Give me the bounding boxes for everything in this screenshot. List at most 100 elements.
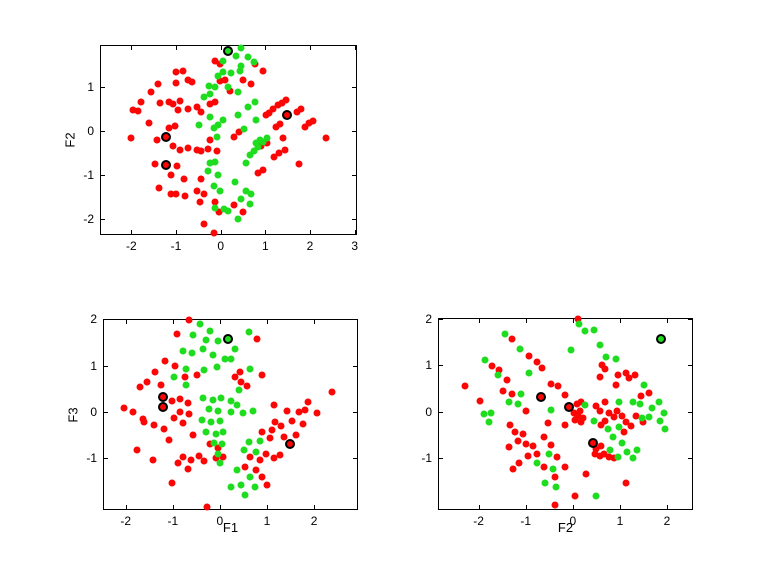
data-point-red [197,175,205,183]
data-point-green [614,453,622,461]
data-point-green [636,400,644,408]
data-point-red [305,119,313,127]
data-point-red [133,446,140,454]
data-point-red [188,78,196,86]
data-point-red [167,190,175,198]
data-point-green [592,492,600,500]
data-point-red [299,420,307,428]
x-tick-mark-top [220,46,222,50]
data-point-green [552,483,560,491]
data-point-red [256,456,264,464]
data-point-green [198,416,206,424]
data-point-red [276,120,284,128]
data-point-green [256,437,264,445]
data-point-green [237,62,245,70]
data-point-red [176,395,184,403]
data-point-red [151,160,159,168]
data-point-red [514,437,522,445]
data-point-green [259,138,267,146]
data-point-red [596,373,604,381]
data-point-red [301,406,309,414]
data-point-red [247,80,255,88]
data-point-red [213,147,221,155]
data-point-red [197,108,205,116]
data-point-green [206,113,214,121]
data-point-red [193,103,201,111]
data-point-green [633,446,641,454]
data-point-green [224,207,232,215]
highlighted-data-point [160,131,171,142]
data-point-green [645,413,653,421]
data-point-green [516,345,524,353]
x-tick-label: 2 [306,239,314,253]
x-tick-label: -2 [120,514,132,528]
data-point-green [234,88,242,96]
x-tick-label: 1 [263,514,271,528]
data-point-red [214,444,222,452]
data-point-red [561,391,569,399]
data-point-green [224,83,232,91]
data-point-green [205,82,213,90]
data-point-red [282,96,290,104]
data-point-green [648,404,656,412]
data-point-red [538,364,546,372]
y-axis-label-f3: F3 [65,406,81,423]
y-tick-mark [104,319,108,321]
data-point-green [227,408,235,416]
y-tick-mark-right [352,175,356,177]
data-point-green [170,373,178,381]
data-point-green [250,58,258,66]
y-tick-label: 1 [90,358,97,373]
data-point-green [227,483,235,491]
data-point-red [230,133,238,141]
data-point-green [214,407,222,415]
x-tick-mark [667,505,669,509]
data-point-green [199,345,207,353]
y-tick-mark [101,131,105,133]
data-point-red [488,362,496,370]
data-point-green [220,205,228,213]
data-point-red [301,123,309,131]
x-tick-label: -1 [170,239,182,253]
data-point-red [252,466,260,474]
data-point-red [271,418,279,426]
data-point-red [160,425,168,433]
data-point-red [506,421,514,429]
data-point-red [181,373,189,381]
data-point-green [227,69,235,77]
x-tick-label: 2 [663,514,671,528]
y-tick-label: 0 [87,124,94,139]
data-point-red [265,109,273,117]
data-point-red [156,99,164,107]
data-point-green [629,454,637,462]
data-point-red [495,366,503,374]
data-point-red [605,453,613,461]
x-tick-mark-top [478,319,480,323]
x-tick-mark [125,505,127,509]
data-point-red [297,105,305,113]
data-point-green [245,438,253,446]
data-point-red [140,418,148,426]
data-point-red [601,398,609,406]
data-point-green [204,167,212,175]
data-point-red [216,77,224,85]
data-point-red [172,190,180,198]
data-point-green [210,182,218,190]
data-point-green [581,401,589,409]
data-point-red [476,397,484,405]
x-tick-label: -2 [473,514,484,528]
data-point-red [277,422,285,430]
data-point-red [620,428,628,436]
data-point-red [571,492,579,500]
data-point-green [202,336,210,344]
data-point-red [154,80,162,88]
data-point-red [180,175,188,183]
data-point-green [247,190,255,198]
data-point-green [485,418,493,426]
x-tick-label: 2 [310,514,318,528]
data-point-green [487,409,495,417]
data-point-red [499,387,507,395]
data-point-green [251,98,259,106]
y-tick-mark [439,458,443,460]
y-tick-mark [101,175,105,177]
